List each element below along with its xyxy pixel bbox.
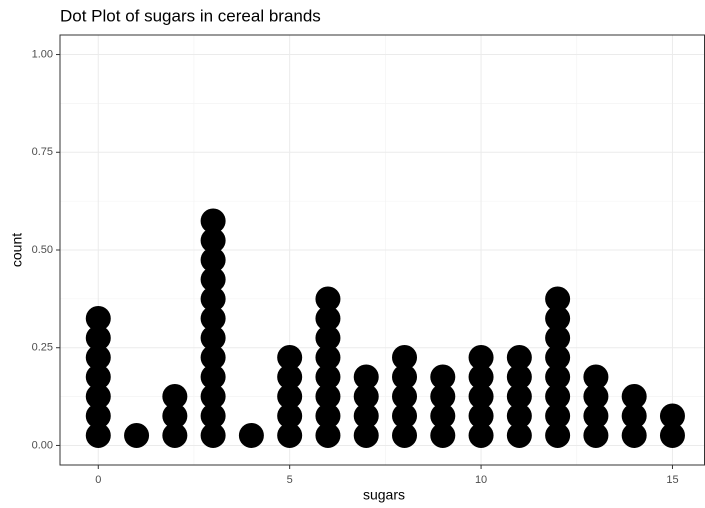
x-tick-label: 0 xyxy=(95,474,101,486)
y-tick-label: 0.25 xyxy=(32,342,53,354)
x-tick-label: 5 xyxy=(287,474,293,486)
dot xyxy=(468,364,494,390)
dot xyxy=(430,364,456,390)
dot xyxy=(200,305,226,331)
dot xyxy=(353,403,379,429)
dot xyxy=(353,383,379,409)
dot xyxy=(200,422,226,448)
x-tick-label: 10 xyxy=(475,474,487,486)
dot xyxy=(659,403,685,429)
dot xyxy=(200,208,226,234)
chart-title: Dot Plot of sugars in cereal brands xyxy=(60,6,321,25)
dot xyxy=(430,383,456,409)
dot xyxy=(315,325,341,351)
dot xyxy=(583,422,609,448)
dot xyxy=(392,403,418,429)
dot xyxy=(315,383,341,409)
dot xyxy=(162,383,188,409)
y-axis-title: count xyxy=(9,233,25,267)
y-tick-label: 0.00 xyxy=(32,439,53,451)
dot xyxy=(545,305,571,331)
dot xyxy=(277,403,303,429)
dot xyxy=(506,383,532,409)
dot xyxy=(200,247,226,273)
dot xyxy=(315,422,341,448)
dot xyxy=(545,286,571,312)
dot xyxy=(545,364,571,390)
dot xyxy=(545,344,571,370)
dot xyxy=(315,286,341,312)
dot xyxy=(353,422,379,448)
dot xyxy=(315,403,341,429)
dot xyxy=(85,422,111,448)
dot xyxy=(392,422,418,448)
dot xyxy=(583,364,609,390)
dot xyxy=(85,325,111,351)
x-tick-label: 15 xyxy=(666,474,678,486)
dot xyxy=(85,305,111,331)
dot xyxy=(162,403,188,429)
dot xyxy=(85,383,111,409)
dot xyxy=(277,364,303,390)
x-axis-title: sugars xyxy=(363,487,405,503)
dot xyxy=(545,422,571,448)
dot xyxy=(277,383,303,409)
dot xyxy=(621,383,647,409)
dot xyxy=(200,286,226,312)
dot xyxy=(468,403,494,429)
dot xyxy=(583,403,609,429)
dot xyxy=(315,364,341,390)
dot xyxy=(85,364,111,390)
dot xyxy=(392,344,418,370)
dot xyxy=(85,403,111,429)
dot xyxy=(85,344,111,370)
dot xyxy=(162,422,188,448)
dot xyxy=(583,383,609,409)
dot xyxy=(315,344,341,370)
dot xyxy=(545,325,571,351)
dot xyxy=(659,422,685,448)
y-tick-label: 0.50 xyxy=(32,244,53,256)
dot xyxy=(353,364,379,390)
dot xyxy=(506,344,532,370)
dot xyxy=(200,266,226,292)
dot xyxy=(545,383,571,409)
y-tick-label: 1.00 xyxy=(32,48,53,60)
dot xyxy=(468,383,494,409)
dot xyxy=(545,403,571,429)
dot xyxy=(621,422,647,448)
dot xyxy=(392,364,418,390)
dot xyxy=(277,344,303,370)
dot xyxy=(506,403,532,429)
dot xyxy=(200,325,226,351)
dot xyxy=(468,344,494,370)
dot xyxy=(238,422,264,448)
dot xyxy=(430,403,456,429)
dot xyxy=(621,403,647,429)
dot xyxy=(200,383,226,409)
dot xyxy=(200,227,226,253)
dot xyxy=(392,383,418,409)
dot xyxy=(506,364,532,390)
y-tick-label: 0.75 xyxy=(32,146,53,158)
dot xyxy=(124,422,150,448)
dot xyxy=(430,422,456,448)
dot xyxy=(468,422,494,448)
dot xyxy=(277,422,303,448)
dot xyxy=(200,403,226,429)
dot xyxy=(315,305,341,331)
dot xyxy=(506,422,532,448)
dot xyxy=(200,364,226,390)
dot xyxy=(200,344,226,370)
